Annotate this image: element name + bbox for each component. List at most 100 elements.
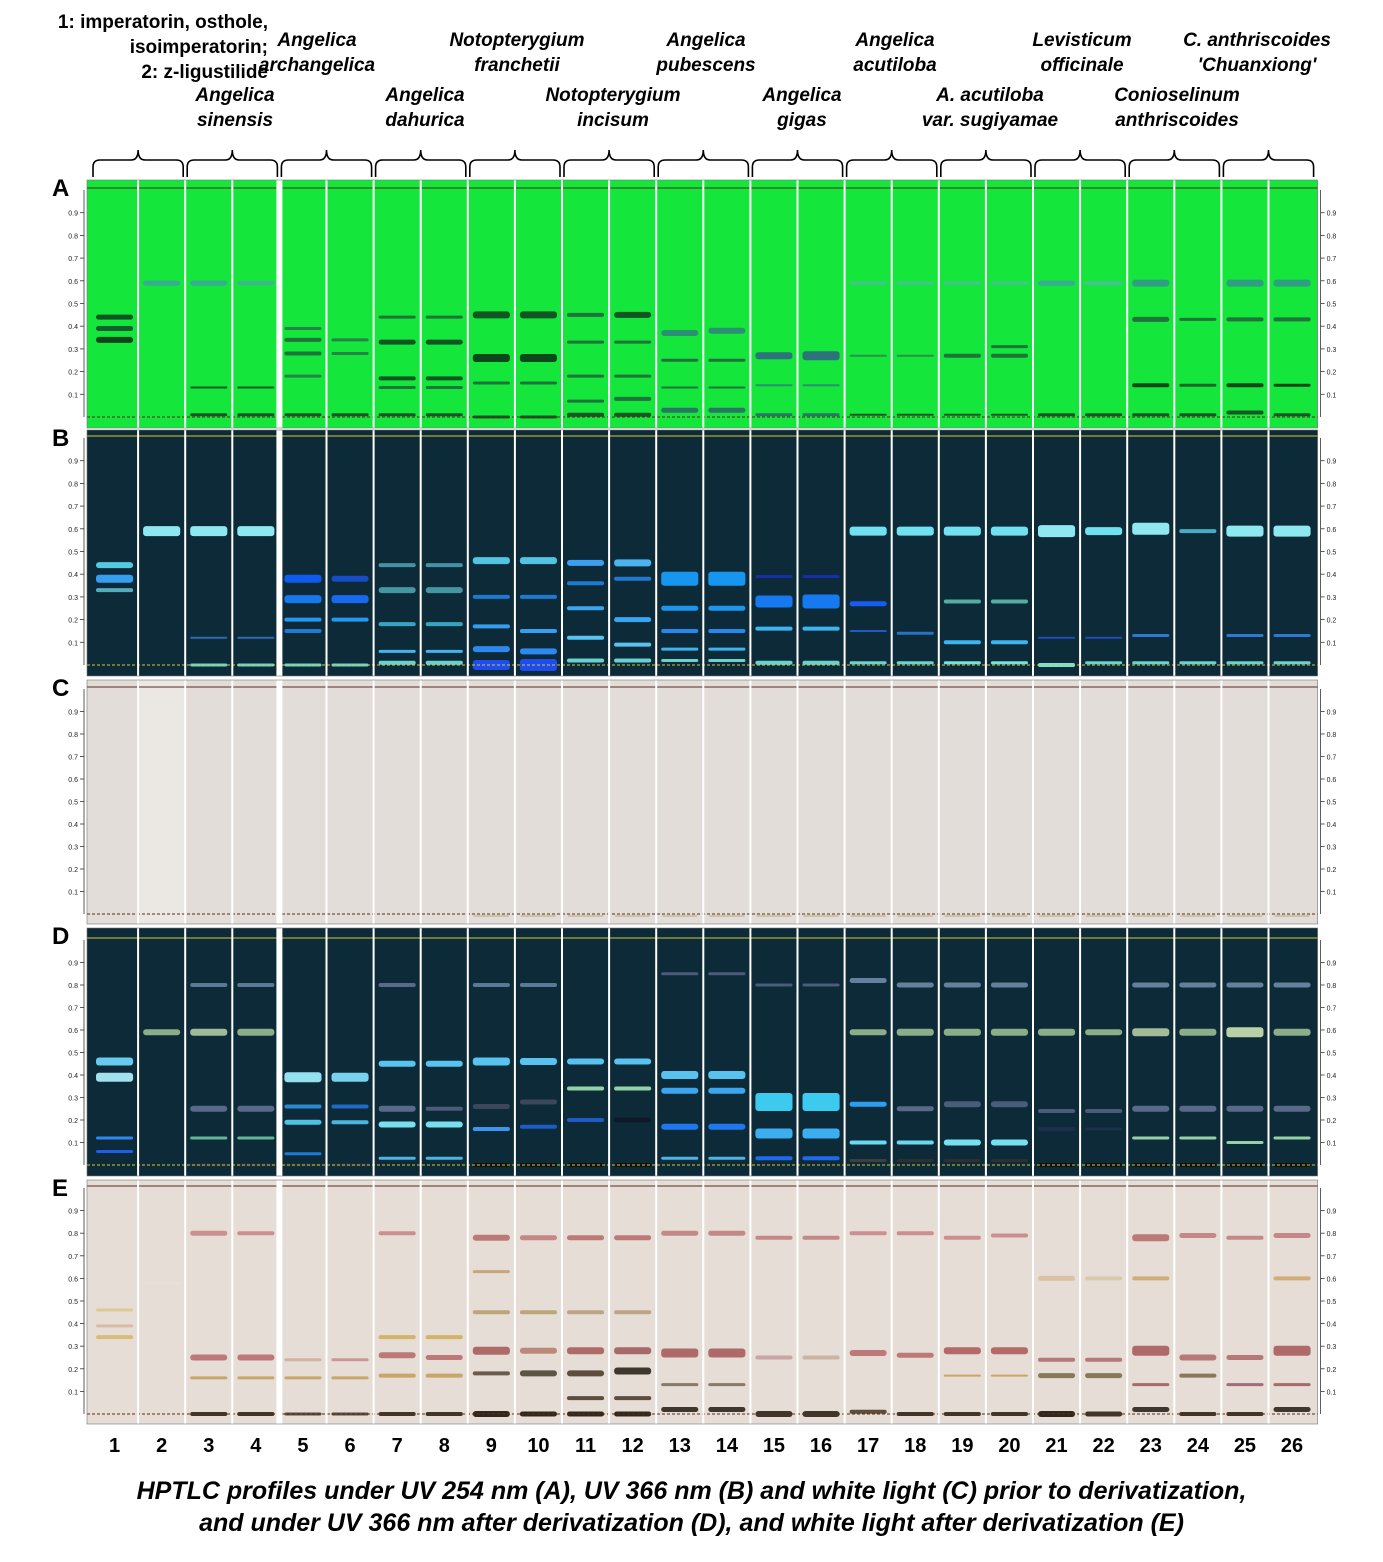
rf-tick-label: 0.5 bbox=[1327, 550, 1337, 557]
band bbox=[378, 339, 416, 345]
band bbox=[802, 1156, 840, 1161]
rf-tick-label: 0.2 bbox=[68, 1367, 78, 1374]
rf-tick-label: 0.7 bbox=[68, 1254, 78, 1261]
band bbox=[849, 1409, 887, 1414]
band bbox=[1226, 1383, 1264, 1387]
band bbox=[614, 1347, 652, 1355]
rf-tick-label: 0.5 bbox=[1327, 800, 1337, 807]
rf-tick-label: 0.3 bbox=[68, 1344, 78, 1351]
band bbox=[709, 915, 745, 917]
band bbox=[472, 1127, 510, 1131]
band bbox=[1132, 1105, 1170, 1112]
band bbox=[1132, 1136, 1170, 1140]
band bbox=[755, 1156, 793, 1161]
band bbox=[96, 1072, 134, 1082]
rf-tick-label: 0.8 bbox=[68, 1231, 78, 1238]
rf-tick-label: 0.1 bbox=[1327, 392, 1337, 399]
band bbox=[802, 1411, 840, 1417]
band bbox=[425, 1335, 463, 1340]
band bbox=[661, 386, 699, 389]
band bbox=[896, 354, 934, 357]
band bbox=[1273, 525, 1311, 537]
band bbox=[1132, 1383, 1170, 1387]
rf-tick-label: 0.6 bbox=[68, 1276, 78, 1283]
band bbox=[802, 351, 840, 361]
track-number: 18 bbox=[904, 1435, 926, 1457]
band bbox=[1226, 661, 1264, 665]
rf-tick-label: 0.4 bbox=[1327, 822, 1337, 829]
band bbox=[284, 574, 322, 583]
rf-tick-label: 0.3 bbox=[68, 845, 78, 852]
band bbox=[237, 1136, 275, 1140]
band bbox=[331, 1104, 369, 1109]
band bbox=[1179, 661, 1217, 665]
species-label-angelica-archangelica: Angelica archangelica bbox=[258, 30, 376, 76]
reference-legend: 1: imperatorin, osthole, isoimperatorin;… bbox=[58, 10, 268, 85]
band bbox=[1226, 1027, 1264, 1038]
band bbox=[378, 649, 416, 653]
band bbox=[425, 413, 463, 417]
brace bbox=[1128, 149, 1221, 177]
track-number: 13 bbox=[669, 1435, 691, 1457]
plate-C: 0.1 0.2 0.3 0.4 0.5 0.6 0.7 0.8 0.9 0.1 0.2 0.3 0.4 0… bbox=[68, 679, 1337, 925]
band bbox=[1226, 410, 1264, 415]
rf-tick-label: 0.2 bbox=[68, 867, 78, 874]
band bbox=[661, 628, 699, 633]
band bbox=[284, 337, 322, 342]
group-braces bbox=[92, 149, 1315, 177]
band bbox=[1274, 915, 1310, 917]
rf-tick-label: 0.6 bbox=[68, 527, 78, 534]
band bbox=[567, 1118, 605, 1122]
band bbox=[802, 1093, 840, 1111]
band bbox=[990, 1101, 1028, 1108]
band bbox=[331, 1072, 369, 1082]
band bbox=[802, 1235, 840, 1240]
rf-tick-label: 0.7 bbox=[68, 256, 78, 263]
band bbox=[708, 407, 746, 413]
band bbox=[614, 642, 652, 647]
rf-tick-label: 0.8 bbox=[68, 481, 78, 488]
rf-tick-label: 0.3 bbox=[1327, 1344, 1337, 1351]
band bbox=[190, 1376, 228, 1380]
track-number: 21 bbox=[1045, 1435, 1067, 1457]
plate-D: 0.1 0.2 0.3 0.4 0.5 0.6 0.7 0.8 0.9 0.1 0.2 0.3 0.4 0… bbox=[68, 927, 1337, 1177]
band bbox=[708, 605, 746, 611]
band bbox=[1226, 317, 1264, 322]
band bbox=[378, 660, 416, 665]
rf-tick-label: 0.5 bbox=[1327, 1299, 1337, 1306]
band bbox=[661, 407, 699, 413]
band bbox=[661, 605, 699, 611]
band bbox=[896, 413, 934, 416]
band bbox=[614, 1117, 652, 1123]
band bbox=[896, 1159, 934, 1162]
band bbox=[96, 1136, 134, 1140]
legend-line-2: isoimperatorin; bbox=[129, 37, 268, 58]
band bbox=[237, 1412, 275, 1416]
rf-tick-label: 0.4 bbox=[68, 822, 78, 829]
band bbox=[190, 1105, 228, 1112]
rf-tick-label: 0.4 bbox=[1327, 1322, 1337, 1329]
band bbox=[896, 1352, 934, 1358]
band bbox=[802, 413, 840, 417]
track-number: 26 bbox=[1281, 1435, 1303, 1457]
band bbox=[378, 376, 416, 381]
band bbox=[755, 1128, 793, 1139]
rf-tick-label: 0.9 bbox=[68, 961, 78, 968]
track-number: 6 bbox=[344, 1435, 355, 1457]
species-label-notopterygium-franchetii: Notopterygium franchetii bbox=[449, 30, 585, 76]
rf-tick-label: 0.1 bbox=[1327, 890, 1337, 897]
band bbox=[1132, 316, 1170, 322]
band bbox=[190, 1230, 228, 1236]
band bbox=[661, 1123, 699, 1130]
band bbox=[519, 1235, 557, 1241]
band bbox=[944, 915, 980, 917]
band bbox=[425, 315, 463, 319]
band bbox=[990, 1159, 1028, 1162]
band bbox=[896, 1028, 934, 1036]
rf-tick-label: 0.5 bbox=[1327, 1051, 1337, 1058]
rf-tick-label: 0.4 bbox=[1327, 572, 1337, 579]
band bbox=[567, 1396, 605, 1401]
rf-tick-label: 0.1 bbox=[68, 890, 78, 897]
band bbox=[519, 353, 557, 362]
band bbox=[614, 1235, 652, 1241]
